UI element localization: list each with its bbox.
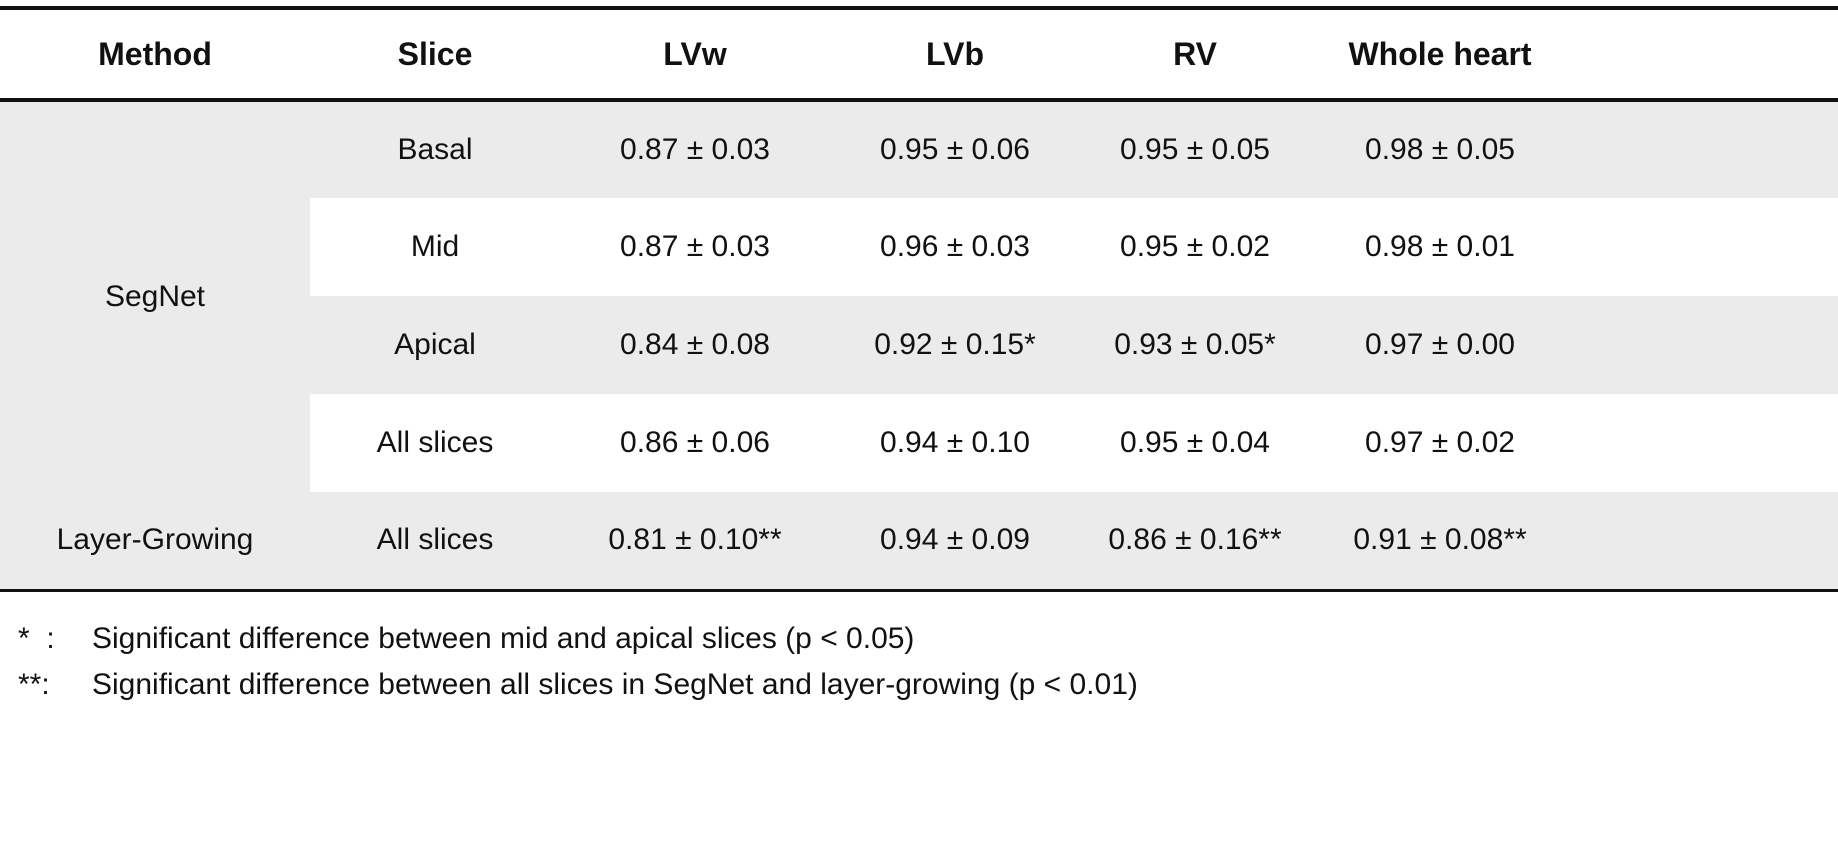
value-cell-lvb: 0.94 ± 0.09: [830, 492, 1080, 590]
value-cell-lvb: 0.96 ± 0.03: [830, 198, 1080, 296]
table-header-row-group: Method Slice LVw LVb RV Whole heart: [0, 8, 1838, 100]
header-row: Method Slice LVw LVb RV Whole heart: [0, 8, 1838, 100]
footnote-marker: * :: [18, 621, 55, 655]
table-row-segnet-basal: SegNet Basal 0.87 ± 0.03 0.95 ± 0.06 0.9…: [0, 100, 1838, 492]
footnote-marker: **:: [18, 667, 50, 701]
method-cell-segnet: SegNet: [0, 100, 310, 492]
value-cell-rv: 0.95 ± 0.02: [1080, 198, 1310, 296]
value-cell-lvw: 0.87 ± 0.03: [560, 100, 830, 198]
value-cell-whole-heart: 0.97 ± 0.00: [1310, 296, 1838, 394]
table-row-segnet-all-slices: All slices 0.86 ± 0.06 0.94 ± 0.10 0.95 …: [0, 394, 1838, 492]
value-cell-rv: 0.95 ± 0.04: [1080, 394, 1310, 492]
value-cell-rv: 0.93 ± 0.05*: [1080, 296, 1310, 394]
footnote-double-asterisk: **: Significant difference between all sl…: [18, 662, 1820, 708]
value-cell-lvb: 0.95 ± 0.06: [830, 100, 1080, 198]
footnote-text: Significant difference between all slice…: [92, 667, 1138, 701]
value-cell-lvb: 0.92 ± 0.15*: [830, 296, 1080, 394]
column-header-whole-heart: Whole heart: [1310, 8, 1838, 100]
value-cell-lvw: 0.87 ± 0.03: [560, 198, 830, 296]
slice-cell: Apical: [310, 296, 560, 394]
method-cell-layer-growing: Layer-Growing: [0, 492, 310, 590]
value-cell-whole-heart: 0.98 ± 0.05: [1310, 100, 1838, 198]
slice-cell: Basal: [310, 100, 560, 198]
table-row-segnet-mid: Mid 0.87 ± 0.03 0.96 ± 0.03 0.95 ± 0.02 …: [0, 198, 1838, 296]
column-header-rv: RV: [1080, 8, 1310, 100]
column-header-lvb: LVb: [830, 8, 1080, 100]
column-header-lvw: LVw: [560, 8, 830, 100]
value-cell-lvw: 0.81 ± 0.10**: [560, 492, 830, 590]
column-header-method: Method: [0, 8, 310, 100]
slice-cell: Mid: [310, 198, 560, 296]
table-row-segnet-apical: Apical 0.84 ± 0.08 0.92 ± 0.15* 0.93 ± 0…: [0, 296, 1838, 394]
value-cell-whole-heart: 0.97 ± 0.02: [1310, 394, 1838, 492]
results-table-figure: Method Slice LVw LVb RV Whole heart SegN…: [0, 6, 1838, 708]
results-table: Method Slice LVw LVb RV Whole heart SegN…: [0, 6, 1838, 592]
slice-cell: All slices: [310, 492, 560, 590]
column-header-slice: Slice: [310, 8, 560, 100]
footnotes: * : Significant difference between mid an…: [0, 592, 1838, 708]
value-cell-lvw: 0.84 ± 0.08: [560, 296, 830, 394]
value-cell-lvw: 0.86 ± 0.06: [560, 394, 830, 492]
value-cell-lvb: 0.94 ± 0.10: [830, 394, 1080, 492]
value-cell-rv: 0.95 ± 0.05: [1080, 100, 1310, 198]
table-body: SegNet Basal 0.87 ± 0.03 0.95 ± 0.06 0.9…: [0, 100, 1838, 590]
footnote-single-asterisk: * : Significant difference between mid an…: [18, 616, 1820, 662]
footnote-text: Significant difference between mid and a…: [92, 621, 915, 655]
slice-cell: All slices: [310, 394, 560, 492]
table-row-layer-growing-all-slices: Layer-Growing All slices 0.81 ± 0.10** 0…: [0, 492, 1838, 590]
value-cell-whole-heart: 0.98 ± 0.01: [1310, 198, 1838, 296]
value-cell-rv: 0.86 ± 0.16**: [1080, 492, 1310, 590]
value-cell-whole-heart: 0.91 ± 0.08**: [1310, 492, 1838, 590]
